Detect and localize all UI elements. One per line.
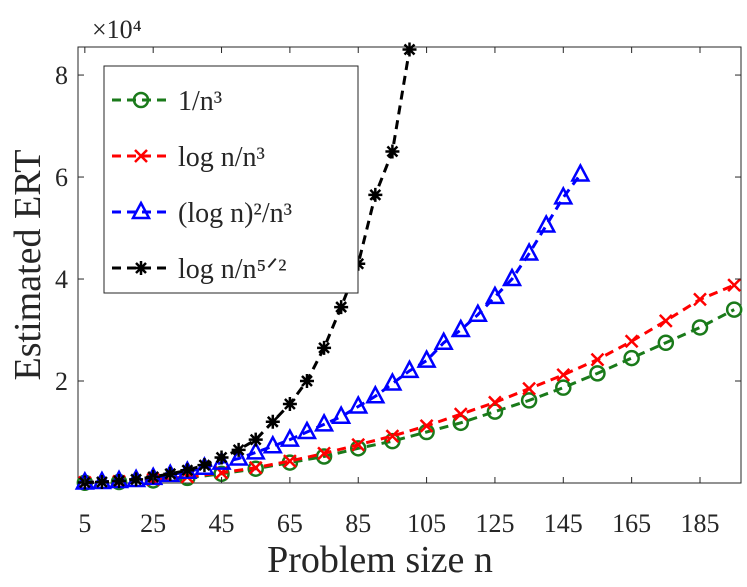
marker bbox=[282, 396, 297, 411]
marker bbox=[658, 313, 673, 328]
legend-marker bbox=[134, 261, 148, 275]
y-multiplier: ×10⁴ bbox=[92, 15, 142, 44]
marker bbox=[519, 241, 540, 261]
marker bbox=[214, 450, 229, 465]
marker bbox=[402, 42, 417, 57]
marker bbox=[262, 434, 283, 454]
marker bbox=[331, 405, 352, 424]
marker bbox=[129, 472, 144, 487]
marker bbox=[248, 460, 263, 475]
legend-label: log n/n³ bbox=[178, 142, 265, 173]
marker bbox=[419, 419, 434, 433]
marker bbox=[589, 365, 606, 382]
marker bbox=[351, 437, 366, 452]
marker bbox=[265, 414, 280, 429]
x-tick-label: 185 bbox=[680, 509, 719, 538]
marker bbox=[727, 278, 742, 293]
marker bbox=[553, 185, 574, 205]
marker bbox=[624, 334, 639, 349]
marker bbox=[247, 460, 264, 477]
marker bbox=[248, 432, 263, 447]
marker bbox=[279, 427, 300, 447]
marker bbox=[180, 463, 195, 478]
marker bbox=[623, 349, 640, 367]
marker bbox=[385, 144, 400, 159]
y-tick-label: 6 bbox=[55, 163, 68, 192]
marker bbox=[488, 395, 502, 410]
marker bbox=[348, 394, 369, 414]
x-tick-label: 45 bbox=[209, 509, 235, 538]
x-tick-label: 5 bbox=[78, 509, 91, 538]
x-tick-label: 25 bbox=[140, 509, 166, 538]
marker bbox=[590, 352, 605, 367]
marker bbox=[368, 187, 383, 202]
marker bbox=[317, 446, 331, 461]
marker bbox=[433, 331, 454, 351]
legend-marker bbox=[132, 91, 150, 109]
marker bbox=[231, 442, 246, 457]
marker bbox=[570, 162, 591, 182]
y-tick-label: 8 bbox=[55, 61, 68, 90]
x-tick-label: 85 bbox=[345, 509, 371, 538]
marker bbox=[313, 412, 335, 432]
marker bbox=[245, 440, 266, 460]
legend-marker bbox=[134, 149, 148, 163]
y-axis-label: Estimated ERT bbox=[7, 150, 49, 381]
legend-label: log n/n⁵ᐟ² bbox=[178, 254, 287, 285]
legend-label: 1/n³ bbox=[178, 86, 222, 117]
marker bbox=[315, 448, 333, 465]
marker bbox=[453, 407, 468, 422]
x-tick-label: 105 bbox=[407, 509, 446, 538]
legend-label: (log n)²/n³ bbox=[178, 198, 292, 229]
series-line bbox=[84, 283, 735, 484]
marker bbox=[556, 368, 571, 382]
marker bbox=[450, 318, 471, 338]
marker bbox=[317, 340, 332, 355]
marker bbox=[693, 292, 707, 307]
marker bbox=[112, 473, 127, 488]
legend: 1/n³ log n/n³ (log n)²/n³ log n/n⁵ᐟ² bbox=[103, 65, 359, 294]
x-tick-label: 165 bbox=[612, 509, 651, 538]
marker bbox=[384, 432, 401, 450]
marker bbox=[467, 303, 488, 322]
x-tick-label: 65 bbox=[277, 509, 303, 538]
marker bbox=[522, 381, 536, 396]
marker bbox=[163, 466, 178, 481]
legend-marker bbox=[130, 200, 152, 220]
marker bbox=[365, 384, 386, 404]
marker bbox=[555, 379, 572, 396]
y-tick-label: 4 bbox=[55, 265, 68, 294]
x-tick-label: 125 bbox=[475, 509, 514, 538]
marker bbox=[296, 420, 318, 440]
marker bbox=[536, 213, 557, 233]
marker bbox=[228, 446, 249, 466]
marker bbox=[501, 267, 523, 287]
marker bbox=[484, 285, 506, 305]
marker bbox=[94, 474, 109, 489]
marker bbox=[146, 469, 161, 484]
marker bbox=[657, 334, 675, 352]
marker bbox=[334, 300, 349, 315]
marker bbox=[416, 348, 437, 368]
x-tick-label: 145 bbox=[544, 509, 583, 538]
marker bbox=[299, 374, 314, 389]
marker bbox=[385, 429, 400, 443]
marker bbox=[399, 359, 420, 379]
x-axis-label: Problem size n bbox=[267, 539, 493, 581]
marker bbox=[486, 403, 504, 420]
marker bbox=[725, 301, 743, 318]
marker bbox=[197, 458, 212, 473]
marker bbox=[520, 392, 538, 409]
marker bbox=[283, 454, 297, 468]
marker bbox=[691, 319, 709, 336]
y-tick-label: 2 bbox=[55, 367, 68, 396]
marker bbox=[349, 440, 367, 457]
marker bbox=[382, 371, 403, 391]
